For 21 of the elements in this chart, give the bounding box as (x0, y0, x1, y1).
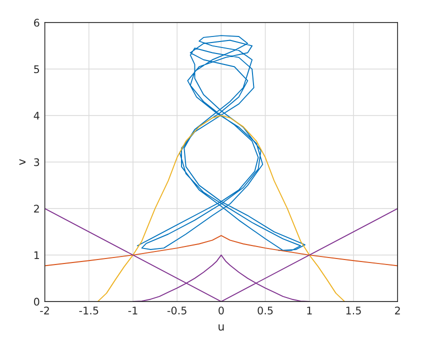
x-tick-label: -0.5 (167, 306, 186, 314)
y-axis-title: v (19, 159, 26, 166)
x-tick-label: -1 (128, 306, 138, 314)
line-series (136, 35, 306, 251)
y-tick-label: 1 (34, 251, 39, 260)
y-tick-label: 3 (34, 158, 40, 166)
x-tick-label: 2 (395, 306, 400, 314)
x-tick-label: 1 (307, 306, 312, 314)
y-tick-label: 5 (34, 65, 40, 74)
line-series (97, 115, 346, 302)
y-tick-label: 0 (34, 298, 40, 306)
y-tick-label: 4 (34, 112, 40, 120)
x-tick-label: -2 (40, 306, 49, 314)
x-tick-label: 0.5 (258, 306, 273, 314)
y-tick-label: 2 (34, 204, 39, 213)
y-tick-label: 6 (34, 18, 40, 27)
x-tick-label: 1.5 (346, 306, 361, 314)
x-tick-label: 0 (218, 306, 224, 314)
line-series (44, 235, 398, 266)
x-axis-title: u (218, 324, 224, 331)
x-tick-label: -1.5 (79, 306, 98, 314)
